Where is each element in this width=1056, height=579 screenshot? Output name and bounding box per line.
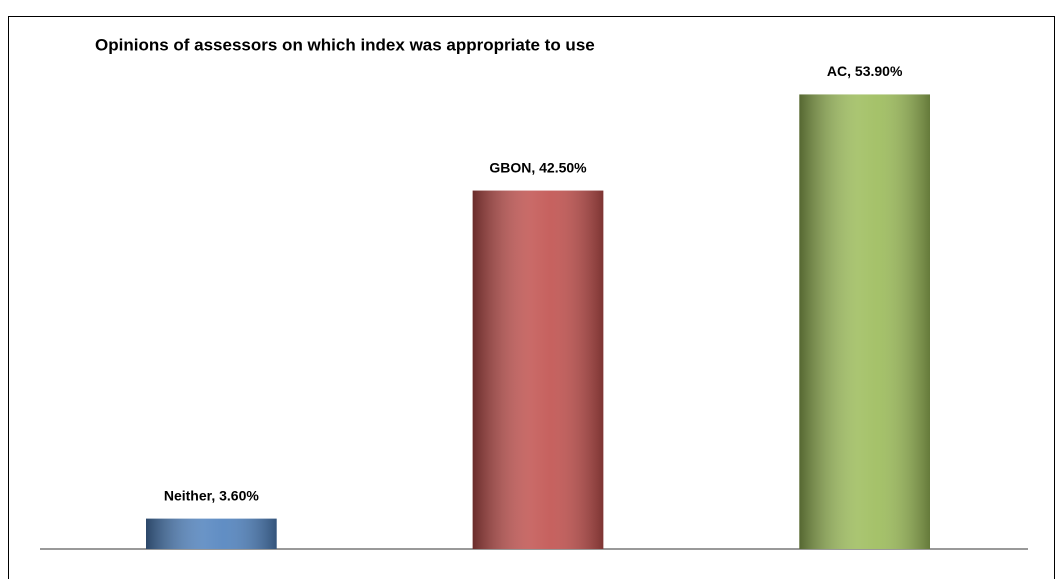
bar-shading <box>799 94 930 550</box>
bar-shading <box>472 190 604 550</box>
data-label: Neither, 3.60% <box>164 487 259 503</box>
data-label: AC, 53.90% <box>827 63 903 79</box>
bar-shading <box>146 518 277 549</box>
data-label: GBON, 42.50% <box>489 159 587 175</box>
chart-title: Opinions of assessors on which index was… <box>95 35 595 54</box>
